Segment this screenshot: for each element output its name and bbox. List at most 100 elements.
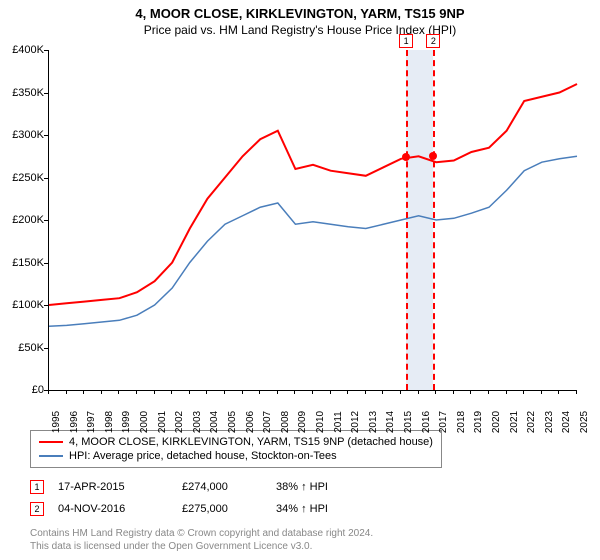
x-axis-tick-label: 2021 [509, 411, 520, 433]
x-axis-tick-label: 2025 [579, 411, 590, 433]
x-axis-tick-label: 2023 [544, 411, 555, 433]
sale-diff: 38% ↑ HPI [276, 481, 328, 493]
y-axis-tick [44, 93, 48, 94]
marker-label-box: 2 [426, 34, 440, 48]
x-axis-tick-label: 2009 [297, 411, 308, 433]
price-dot [402, 153, 410, 161]
x-axis-tick-label: 2005 [227, 411, 238, 433]
x-axis-tick-label: 2010 [315, 411, 326, 433]
x-axis-tick [118, 390, 119, 394]
x-axis-tick-label: 2015 [403, 411, 414, 433]
chart-plot-area: 12 [48, 50, 577, 391]
sale-marker-box: 2 [30, 502, 44, 516]
x-axis-tick-label: 2016 [421, 411, 432, 433]
x-axis-tick-label: 2002 [174, 411, 185, 433]
x-axis-tick-label: 2011 [333, 411, 344, 433]
x-axis-tick [66, 390, 67, 394]
x-axis-tick [312, 390, 313, 394]
y-axis-tick [44, 305, 48, 306]
x-axis-tick-label: 1998 [104, 411, 115, 433]
marker-label-box: 1 [399, 34, 413, 48]
legend-item: HPI: Average price, detached house, Stoc… [39, 449, 433, 463]
x-axis-tick [558, 390, 559, 394]
legend-swatch [39, 455, 63, 457]
sale-marker-box: 1 [30, 480, 44, 494]
chart-subtitle: Price paid vs. HM Land Registry's House … [0, 21, 600, 37]
x-axis-tick [453, 390, 454, 394]
legend: 4, MOOR CLOSE, KIRKLEVINGTON, YARM, TS15… [30, 430, 442, 468]
x-axis-tick-label: 2012 [350, 411, 361, 433]
legend-item: 4, MOOR CLOSE, KIRKLEVINGTON, YARM, TS15… [39, 435, 433, 449]
footnote: Contains HM Land Registry data © Crown c… [30, 528, 373, 539]
x-axis-tick-label: 2006 [245, 411, 256, 433]
x-axis-tick [330, 390, 331, 394]
x-axis-tick-label: 2017 [438, 411, 449, 433]
y-axis-tick [44, 220, 48, 221]
x-axis-tick-label: 2024 [561, 411, 572, 433]
x-axis-tick [506, 390, 507, 394]
footnote: This data is licensed under the Open Gov… [30, 541, 312, 552]
sale-price: £274,000 [182, 481, 262, 493]
x-axis-tick [418, 390, 419, 394]
marker-vertical-line [433, 50, 435, 390]
x-axis-tick-label: 1999 [121, 411, 132, 433]
sale-date: 04-NOV-2016 [58, 503, 168, 515]
y-axis-tick [44, 135, 48, 136]
x-axis-tick-label: 1995 [51, 411, 62, 433]
y-axis-tick-label: £250K [12, 172, 44, 184]
x-axis-tick [154, 390, 155, 394]
y-axis-tick-label: £0 [32, 384, 44, 396]
y-axis-tick-label: £400K [12, 44, 44, 56]
legend-label: HPI: Average price, detached house, Stoc… [69, 450, 337, 462]
x-axis-tick [48, 390, 49, 394]
x-axis-tick [488, 390, 489, 394]
x-axis-tick [136, 390, 137, 394]
legend-swatch [39, 441, 63, 443]
x-axis-tick-label: 1997 [86, 411, 97, 433]
sale-date: 17-APR-2015 [58, 481, 168, 493]
x-axis-tick-label: 2018 [456, 411, 467, 433]
x-axis-tick [576, 390, 577, 394]
x-axis-tick [294, 390, 295, 394]
y-axis-tick-label: £300K [12, 129, 44, 141]
x-axis-tick [206, 390, 207, 394]
x-axis-tick-label: 2008 [280, 411, 291, 433]
x-axis-tick [541, 390, 542, 394]
y-axis-tick [44, 263, 48, 264]
marker-vertical-line [406, 50, 408, 390]
x-axis-tick-label: 2004 [209, 411, 220, 433]
y-axis-tick [44, 50, 48, 51]
series-line [49, 156, 577, 326]
sale-diff: 34% ↑ HPI [276, 503, 328, 515]
chart-title: 4, MOOR CLOSE, KIRKLEVINGTON, YARM, TS15… [0, 0, 600, 21]
chart-svg [49, 50, 577, 390]
x-axis-tick [470, 390, 471, 394]
series-line [49, 84, 577, 305]
x-axis-tick-label: 2003 [192, 411, 203, 433]
x-axis-tick-label: 2019 [473, 411, 484, 433]
legend-label: 4, MOOR CLOSE, KIRKLEVINGTON, YARM, TS15… [69, 436, 433, 448]
x-axis-tick-label: 2020 [491, 411, 502, 433]
price-dot [429, 152, 437, 160]
x-axis-tick [365, 390, 366, 394]
x-axis-tick [259, 390, 260, 394]
x-axis-tick [435, 390, 436, 394]
x-axis-tick-label: 2000 [139, 411, 150, 433]
x-axis-tick [171, 390, 172, 394]
x-axis-tick [277, 390, 278, 394]
x-axis-tick-label: 2014 [385, 411, 396, 433]
sale-price: £275,000 [182, 503, 262, 515]
y-axis-tick-label: £100K [12, 299, 44, 311]
x-axis-tick [242, 390, 243, 394]
x-axis-tick [347, 390, 348, 394]
x-axis-tick-label: 1996 [69, 411, 80, 433]
x-axis-tick [224, 390, 225, 394]
y-axis-tick-label: £50K [18, 342, 44, 354]
x-axis-tick-label: 2013 [368, 411, 379, 433]
x-axis-tick-label: 2007 [262, 411, 273, 433]
x-axis-tick [523, 390, 524, 394]
x-axis-tick-label: 2022 [526, 411, 537, 433]
x-axis-tick-label: 2001 [157, 411, 168, 433]
sale-row: 1 17-APR-2015 £274,000 38% ↑ HPI [30, 480, 328, 494]
x-axis-tick [400, 390, 401, 394]
